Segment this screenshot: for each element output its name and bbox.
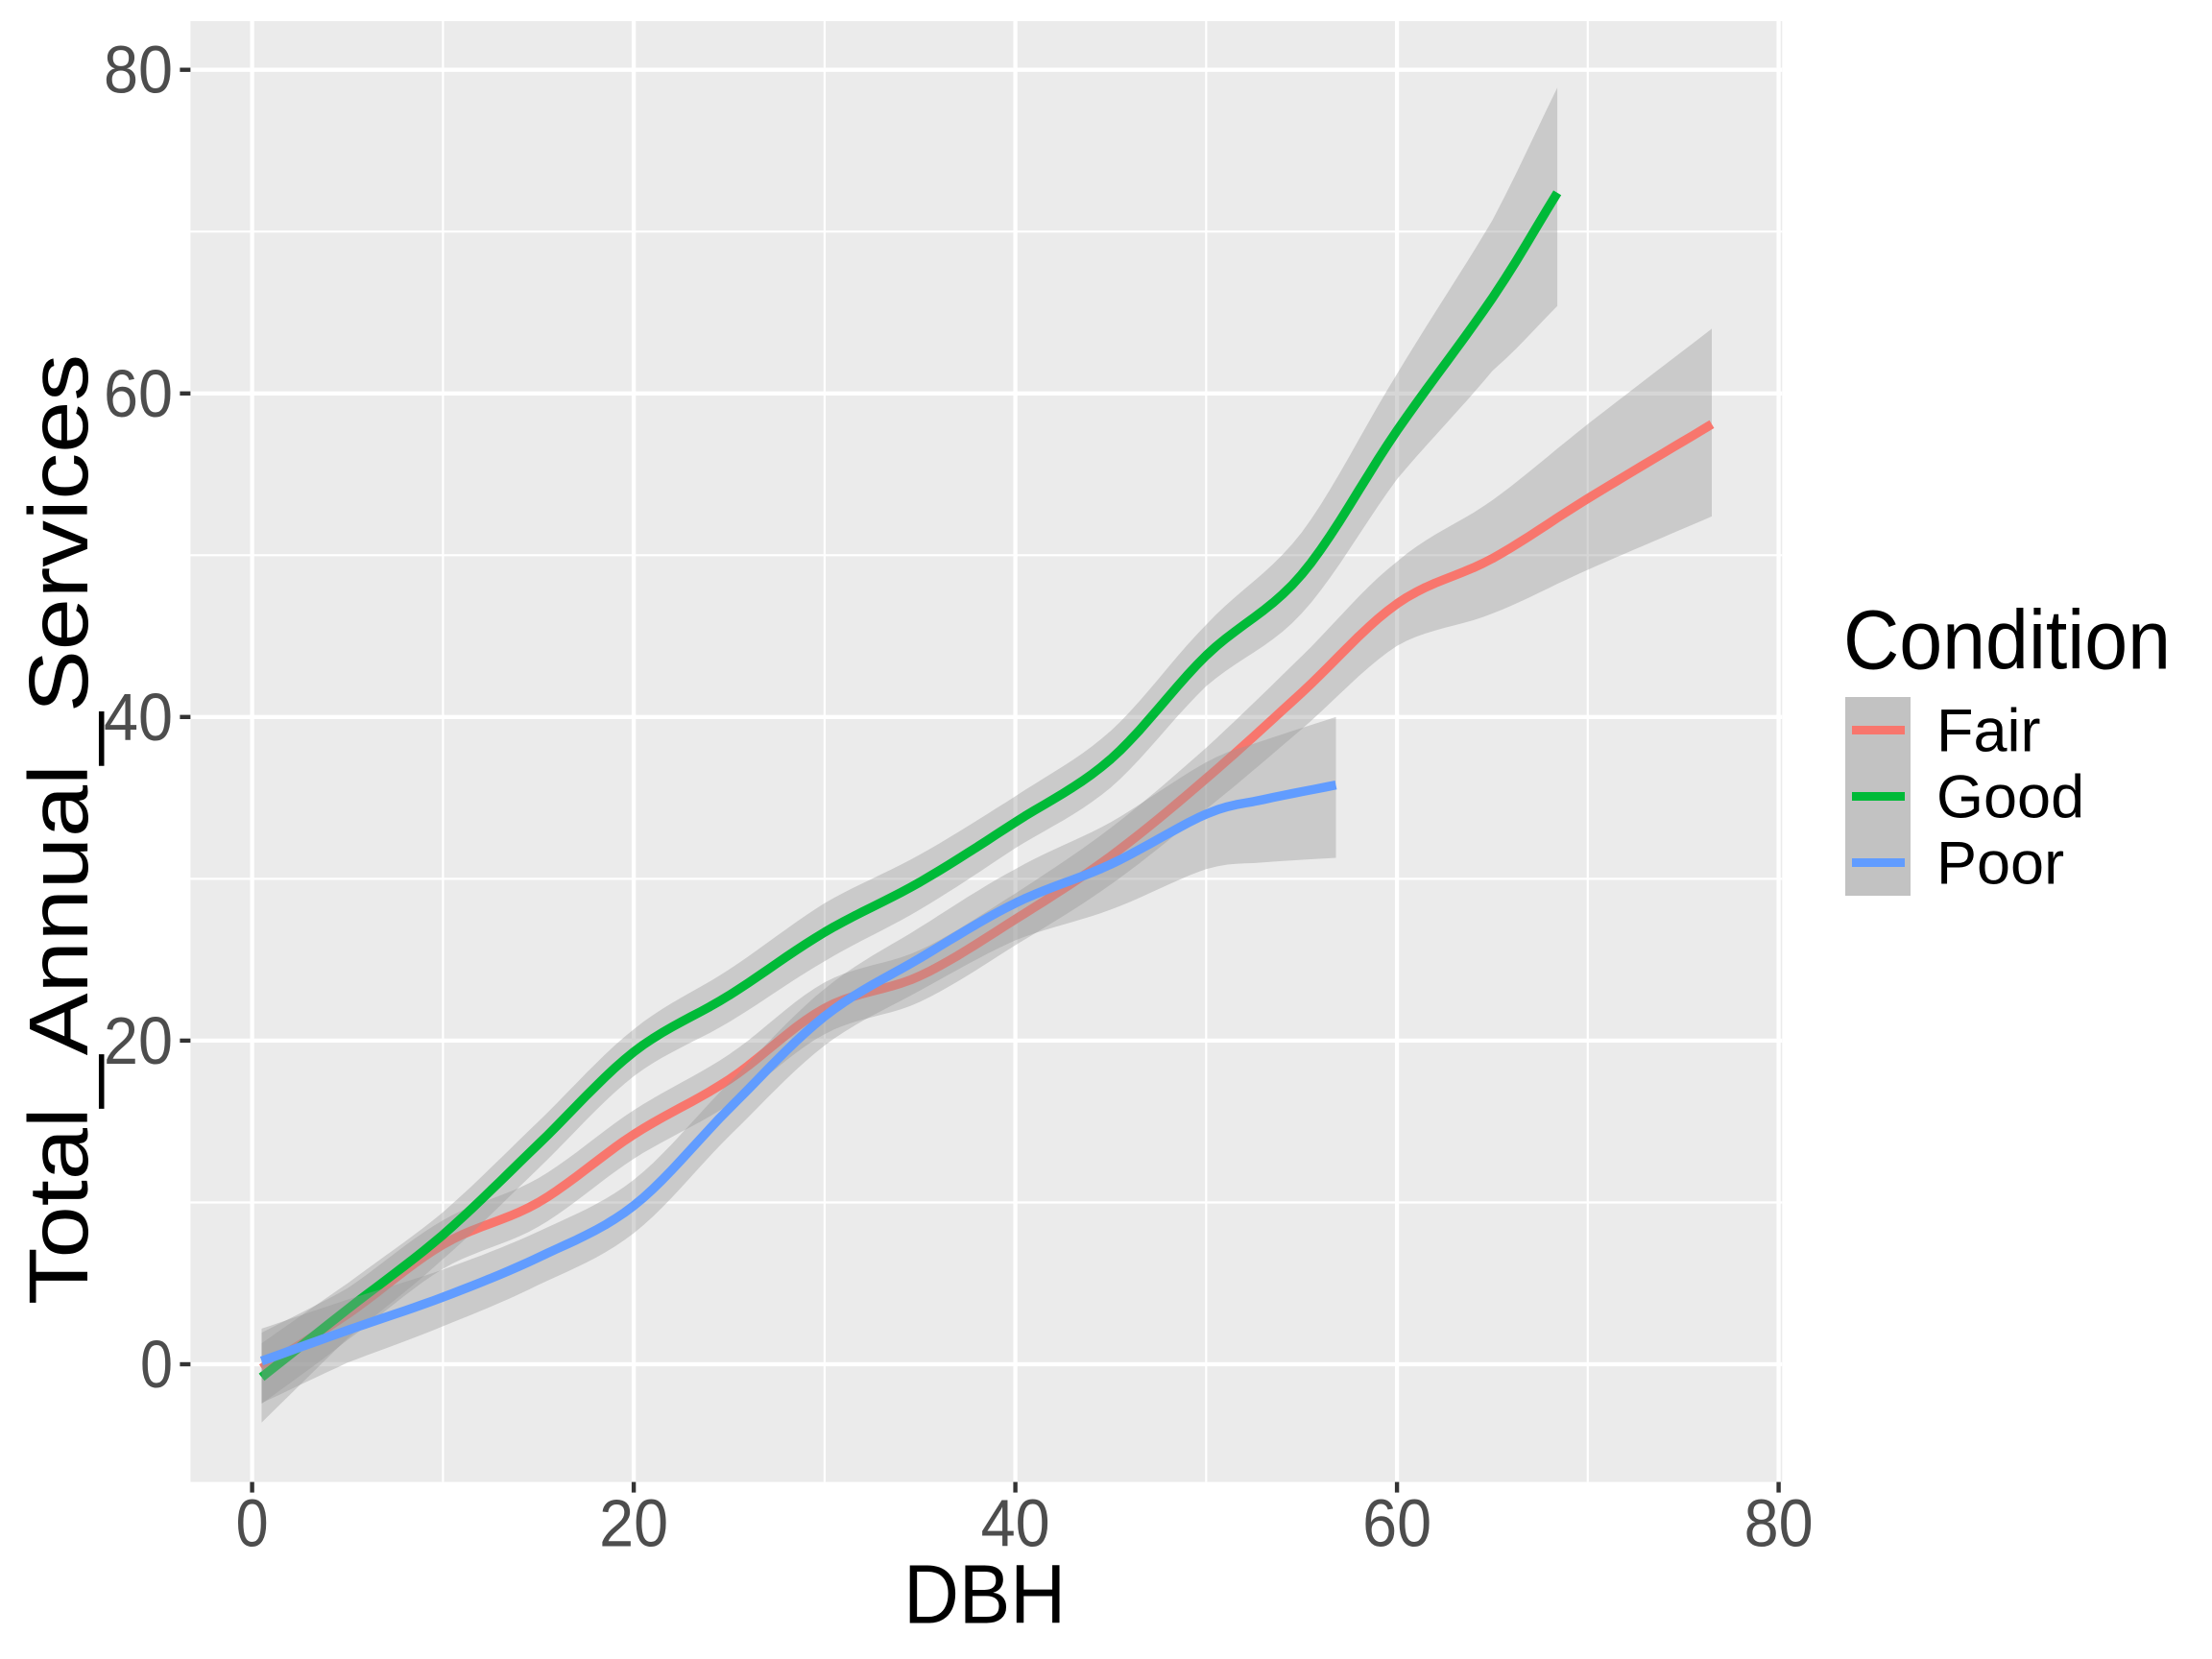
svg-text:20: 20 [599,1486,668,1561]
svg-text:Good: Good [1936,764,2084,831]
svg-text:Fair: Fair [1936,698,2041,765]
svg-text:40: 40 [981,1486,1050,1561]
svg-text:0: 0 [236,1486,269,1561]
svg-text:Total_Annual_Services: Total_Annual_Services [12,354,106,1305]
svg-text:0: 0 [140,1327,173,1402]
svg-text:60: 60 [1362,1486,1431,1561]
svg-text:40: 40 [104,680,173,755]
svg-text:Condition: Condition [1843,593,2171,686]
svg-text:60: 60 [104,356,173,431]
svg-text:80: 80 [104,33,173,108]
svg-text:Poor: Poor [1936,830,2064,898]
svg-text:80: 80 [1744,1486,1814,1561]
svg-text:20: 20 [104,1003,173,1078]
svg-text:DBH: DBH [903,1549,1066,1642]
